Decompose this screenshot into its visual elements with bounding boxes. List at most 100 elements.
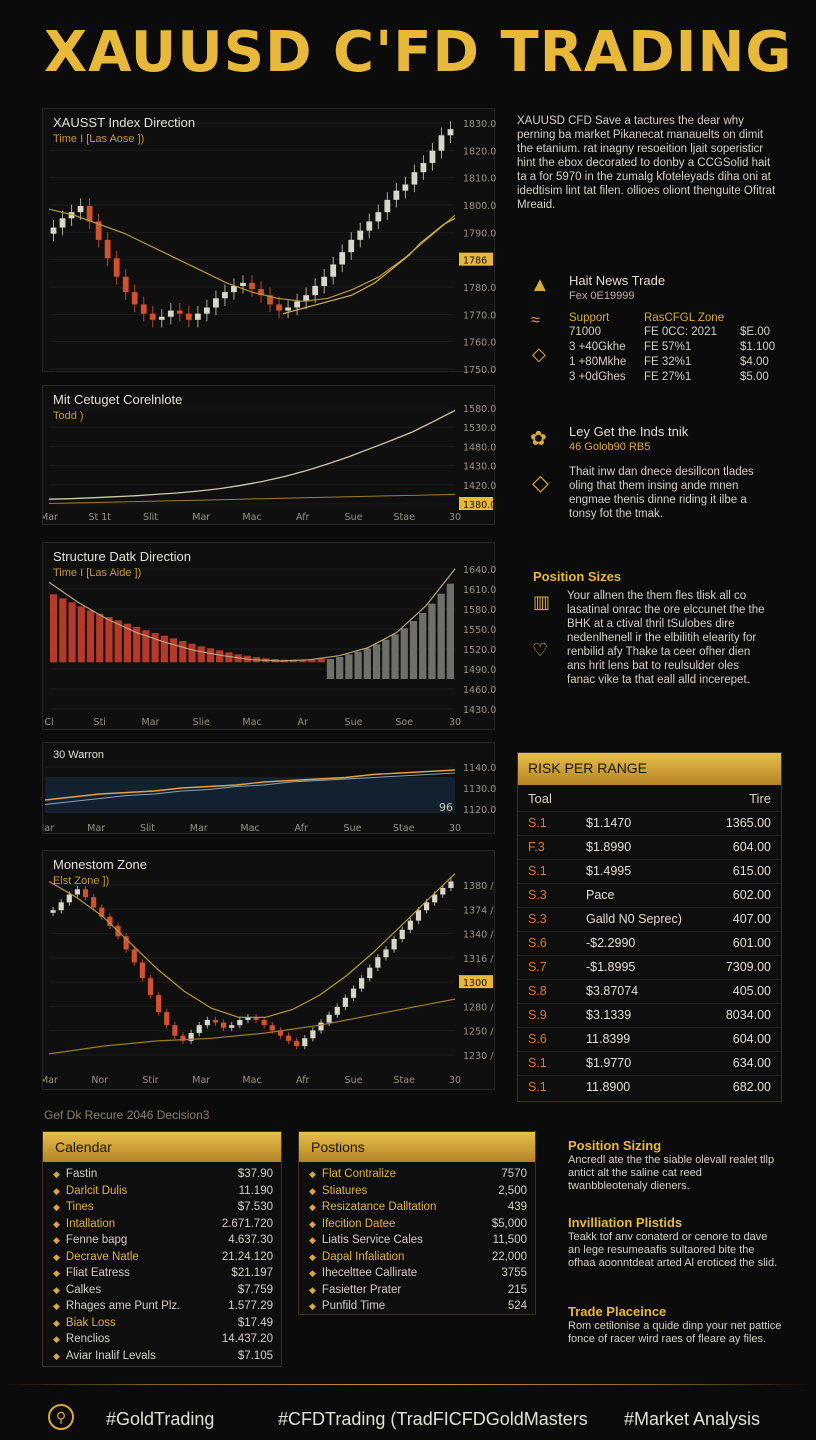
- risk-cell: $3.87074: [586, 984, 639, 998]
- news-cell: $4.00: [740, 356, 769, 368]
- candle-body: [399, 929, 405, 939]
- x-tick-label: Sti: [94, 717, 106, 728]
- y-tick-label: 1374 / 0: [463, 905, 496, 916]
- candle-body: [91, 897, 97, 908]
- chart-2-title: Mit Cetuget Corelnlote: [53, 392, 183, 407]
- x-tick-label: Mar: [87, 823, 105, 834]
- x-tick-label: Mac: [242, 512, 261, 523]
- section-label: Gef Dk Recure 2046 Decision3: [44, 1108, 210, 1122]
- candle-body: [440, 887, 446, 895]
- candle-body: [294, 301, 300, 308]
- candle-body: [285, 307, 291, 311]
- bullet-icon: ◆: [53, 1218, 60, 1229]
- risk-col-right: Tire: [749, 791, 771, 806]
- bar: [428, 603, 436, 679]
- candle-body: [139, 962, 145, 979]
- risk-row: S.1 $1.9770 634.00: [518, 1051, 781, 1075]
- risk-row: S.8 $3.87074 405.00: [518, 979, 781, 1003]
- price-highlight-box: [459, 975, 493, 989]
- bullet-icon: ◆: [53, 1268, 60, 1278]
- card-row-label: Fasietter Prater: [321, 1283, 402, 1296]
- card-row: ◆ Flat Contralize 7570: [309, 1168, 527, 1184]
- candle-body: [334, 1006, 340, 1015]
- candle-body: [204, 1019, 210, 1026]
- candle-body: [229, 1025, 235, 1028]
- risk-cell: 634.00: [732, 1056, 771, 1070]
- bar: [391, 634, 399, 679]
- calendar-card: Calendar ◆ Fastin $37.90 ◆ Darlcit Dulis 11.1…: [42, 1131, 282, 1367]
- risk-cell: 407.00: [732, 912, 771, 926]
- bar: [77, 606, 85, 663]
- risk-cell: S.9: [528, 1008, 547, 1022]
- footer-tag-cfd[interactable]: #CFDTrading (TradFICFDGoldMasters: [278, 1409, 588, 1429]
- chart-bars-icon: ▥: [533, 592, 551, 612]
- x-tick-label: Mar: [192, 1075, 210, 1086]
- news-cell: 71000: [569, 326, 601, 338]
- x-tick-label: Afr: [295, 823, 309, 834]
- x-tick-label: Nor: [91, 1075, 108, 1086]
- bar: [142, 630, 150, 663]
- x-tick-label: Stae: [394, 1075, 416, 1086]
- card-row-label: Decrave Natle: [65, 1250, 139, 1263]
- bullet-icon: ◆: [53, 1169, 60, 1179]
- risk-row: S.3 Pace 602.00: [518, 883, 781, 907]
- candle-body: [277, 1030, 284, 1036]
- card-row-value: $21.197: [231, 1267, 273, 1279]
- y-tick-label: 1340 / 0: [463, 930, 496, 941]
- bar: [382, 639, 390, 679]
- corner-label: 96: [439, 801, 453, 814]
- y-tick-label: 1300: [463, 978, 487, 989]
- card-row-value: 1.577.29: [228, 1300, 273, 1312]
- bullet-icon: ◆: [53, 1317, 60, 1328]
- chart-momentum: 1380 / 0 1374 / 0 1340 / 0 1316 / 0 1300 1280…: [42, 850, 496, 1090]
- y-tick-label: 1750.00: [463, 365, 496, 373]
- moving-average-line: [48, 208, 456, 302]
- card-row-value: $17.49: [237, 1316, 273, 1329]
- chart-1-svg: 1830.00 1820.00 1810.00 1800.00 1790.00 1786 1…: [48, 119, 496, 373]
- y-tick-label: 1480.00: [463, 442, 496, 453]
- bar: [419, 613, 427, 679]
- positions-card: Postions ◆ Flat Contralize 7570 ◆ Stiatures 2…: [298, 1131, 536, 1315]
- risk-cell: 405.00: [732, 984, 771, 998]
- bar: [372, 644, 381, 679]
- bar: [225, 652, 233, 663]
- candle-body: [447, 129, 454, 136]
- candle-body: [339, 252, 346, 265]
- candle-body: [107, 916, 113, 926]
- y-tick-label: 1250 / 0: [463, 1027, 496, 1038]
- y-tick-label: 1280 / 0: [463, 1002, 496, 1013]
- candle-body: [375, 957, 381, 968]
- risk-row: S.3 Galld N0 Seprec) 407.00: [518, 907, 781, 931]
- x-tick-label: 30: [449, 1075, 461, 1086]
- footer-tag-gold[interactable]: #GoldTrading: [106, 1409, 215, 1429]
- y-tick-label: 1490.00: [463, 665, 496, 676]
- card-row-value: 2.671.720: [221, 1217, 273, 1230]
- bar: [437, 593, 445, 679]
- candle-body: [312, 285, 319, 296]
- news-cell: 1 +80Mkhe: [569, 356, 627, 368]
- news-cell: 3 +40Gkhe: [569, 341, 626, 353]
- y-tick-label: 1760.00: [463, 338, 496, 349]
- candle-body: [58, 902, 64, 911]
- y-tick-label: 1120.00: [463, 805, 496, 816]
- candle-body: [122, 276, 129, 293]
- chart-2-subtitle: Todd ): [53, 410, 84, 422]
- bar: [354, 651, 362, 679]
- card-row: ◆ Calkes $7.759: [53, 1284, 273, 1300]
- candle-body: [180, 1035, 186, 1041]
- card-row-value: $5,000: [491, 1217, 527, 1230]
- candle-body: [82, 889, 89, 898]
- candle-body: [156, 995, 162, 1013]
- x-tick-label: Slie: [193, 717, 210, 728]
- risk-cell: -$1.8995: [586, 960, 636, 974]
- candle-body: [310, 1030, 316, 1039]
- x-tick-label: 30: [449, 823, 461, 834]
- side-text-1: Ancredl ate the the siable olevall reale…: [568, 1154, 775, 1192]
- candle-body: [342, 997, 348, 1007]
- y-tick-label: 1520.00: [463, 645, 496, 656]
- y-tick-label: 1820.00: [463, 146, 496, 157]
- bar: [336, 657, 344, 679]
- footer-tag-market[interactable]: #Market Analysis: [624, 1409, 761, 1429]
- risk-cell: 11.8900: [586, 1080, 631, 1094]
- card-row-label: Tines: [65, 1201, 94, 1213]
